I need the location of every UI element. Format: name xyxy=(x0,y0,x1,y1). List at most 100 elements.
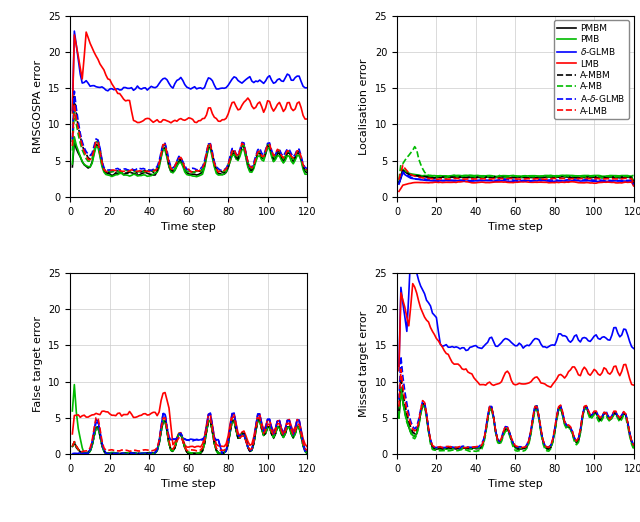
A-$\delta$-GLMB xyxy=(258,421,266,427)
Line: PMB: PMB xyxy=(72,137,307,176)
A-MBM xyxy=(527,174,535,180)
PMBM xyxy=(234,435,242,441)
A-MB xyxy=(300,163,307,169)
PMB xyxy=(630,445,637,451)
A-MBM xyxy=(256,417,264,423)
A-MB xyxy=(584,411,592,417)
A-MBM xyxy=(399,168,406,174)
A-LMB xyxy=(582,175,590,182)
PMB xyxy=(446,173,454,179)
A-LMB xyxy=(300,162,307,168)
A-MBM xyxy=(116,451,124,457)
A-LMB xyxy=(433,445,440,451)
A-MB xyxy=(300,442,307,448)
A-LMB xyxy=(462,445,470,451)
A-$\delta$-GLMB xyxy=(300,441,307,447)
A-MBM xyxy=(584,409,592,415)
$\delta$-GLMB xyxy=(303,85,311,91)
A-MB xyxy=(138,451,145,457)
Line: A-MBM: A-MBM xyxy=(72,420,307,454)
Line: A-$\delta$-GLMB: A-$\delta$-GLMB xyxy=(72,413,307,454)
$\delta$-GLMB xyxy=(624,332,632,338)
A-MB xyxy=(254,417,262,423)
Line: $\delta$-GLMB: $\delta$-GLMB xyxy=(72,413,307,454)
PMBM xyxy=(300,164,307,170)
LMB xyxy=(460,366,468,373)
LMB xyxy=(234,106,242,113)
A-LMB xyxy=(134,168,141,174)
A-MBM xyxy=(630,443,637,449)
Y-axis label: RMSGOSPA error: RMSGOSPA error xyxy=(33,60,43,153)
LMB xyxy=(300,435,307,442)
A-MB xyxy=(189,170,196,176)
A-MB xyxy=(395,177,403,183)
A-LMB xyxy=(303,167,311,173)
PMB xyxy=(70,134,78,140)
PMBM xyxy=(630,443,637,449)
PMB xyxy=(584,409,592,416)
PMB xyxy=(193,173,200,180)
PMB xyxy=(561,420,568,426)
A-MB xyxy=(132,450,140,456)
A-MBM xyxy=(232,427,240,433)
PMB xyxy=(300,167,307,173)
Line: A-$\delta$-GLMB: A-$\delta$-GLMB xyxy=(72,91,307,171)
Y-axis label: Localisation error: Localisation error xyxy=(359,58,369,155)
A-MBM xyxy=(630,179,637,185)
$\delta$-GLMB xyxy=(582,335,590,341)
PMB xyxy=(460,444,468,450)
LMB xyxy=(303,444,311,450)
PMBM xyxy=(134,451,141,457)
A-LMB xyxy=(234,433,242,439)
Line: PMBM: PMBM xyxy=(72,420,307,454)
LMB xyxy=(234,430,242,436)
A-MB xyxy=(118,451,125,457)
PMB xyxy=(624,172,632,179)
$\delta$-GLMB xyxy=(118,450,125,456)
A-LMB xyxy=(70,101,78,107)
A-LMB xyxy=(584,407,592,413)
A-$\delta$-GLMB xyxy=(234,432,242,438)
A-MB xyxy=(258,152,266,159)
Line: $\delta$-GLMB: $\delta$-GLMB xyxy=(72,31,307,111)
A-MBM xyxy=(136,170,143,176)
LMB xyxy=(458,179,466,185)
PMBM xyxy=(203,153,211,159)
PMBM xyxy=(397,386,404,392)
A-$\delta$-GLMB xyxy=(300,161,307,167)
A-$\delta$-GLMB xyxy=(70,88,78,94)
A-$\delta$-GLMB xyxy=(630,181,637,187)
$\delta$-GLMB xyxy=(201,85,209,91)
LMB xyxy=(624,179,632,185)
A-LMB xyxy=(201,437,209,444)
A-$\delta$-GLMB xyxy=(303,165,311,172)
LMB xyxy=(561,375,568,381)
A-MB xyxy=(232,426,240,433)
Line: A-MB: A-MB xyxy=(72,420,307,454)
A-$\delta$-GLMB xyxy=(68,136,76,142)
LMB xyxy=(626,376,634,382)
LMB xyxy=(446,355,454,362)
PMB xyxy=(68,161,76,167)
PMBM xyxy=(626,431,634,437)
A-LMB xyxy=(68,443,76,449)
A-MB xyxy=(466,448,474,455)
A-LMB xyxy=(78,448,86,455)
A-$\delta$-GLMB xyxy=(258,150,266,156)
A-MB xyxy=(234,155,242,161)
Line: A-MBM: A-MBM xyxy=(72,97,307,173)
A-MBM xyxy=(559,174,566,180)
$\delta$-GLMB xyxy=(527,340,535,347)
$\delta$-GLMB xyxy=(460,345,468,351)
PMB xyxy=(300,443,307,449)
Line: PMB: PMB xyxy=(399,169,634,182)
A-MBM xyxy=(582,174,590,181)
A-MB xyxy=(626,433,634,440)
A-MB xyxy=(624,173,632,180)
A-MBM xyxy=(440,446,448,452)
$\delta$-GLMB xyxy=(298,78,305,85)
$\delta$-GLMB xyxy=(298,428,305,434)
A-$\delta$-GLMB xyxy=(561,418,568,424)
LMB xyxy=(409,280,417,287)
PMBM xyxy=(132,451,140,457)
